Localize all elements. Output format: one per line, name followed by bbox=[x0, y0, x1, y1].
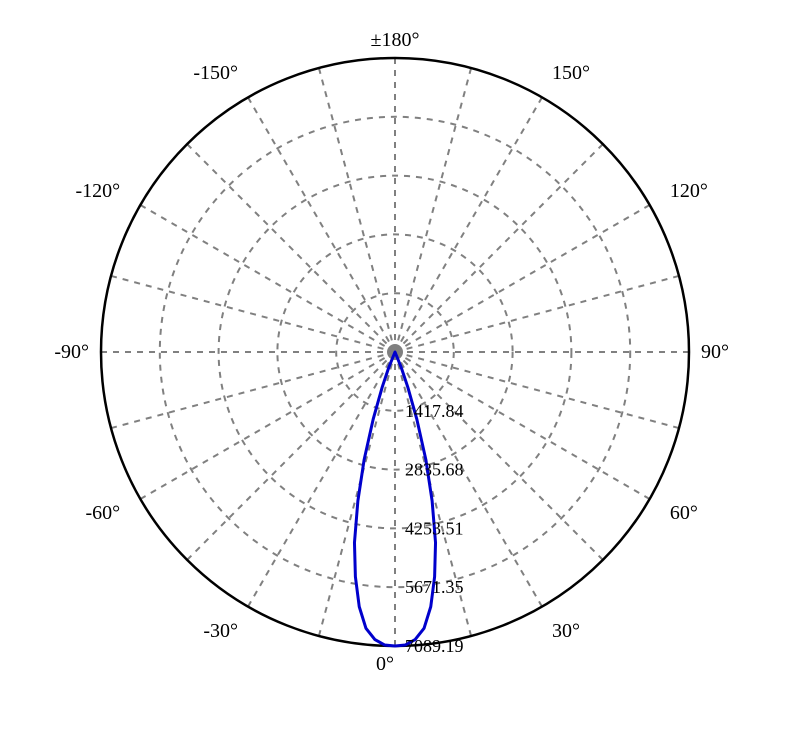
angle-label: 30° bbox=[552, 620, 580, 642]
angle-label: 150° bbox=[552, 62, 590, 84]
angle-label: 120° bbox=[670, 180, 708, 202]
angle-label: -150° bbox=[193, 62, 238, 84]
chart-bg bbox=[0, 0, 808, 736]
angle-label: ±180° bbox=[371, 29, 420, 51]
angle-label: -30° bbox=[203, 620, 238, 642]
angle-label: -120° bbox=[75, 180, 120, 202]
angle-label: -60° bbox=[85, 502, 120, 524]
angle-label: -90° bbox=[54, 341, 89, 363]
angle-label: 90° bbox=[701, 341, 729, 363]
radial-label: 1417.84 bbox=[405, 401, 464, 421]
angle-label: 0° bbox=[376, 653, 394, 675]
radial-label: 2835.68 bbox=[405, 460, 464, 480]
polar-chart: ±180° -150° 150° -120° 120° -90° 90° -60° 60° -30… bbox=[0, 0, 808, 736]
radial-label: 5671.35 bbox=[405, 577, 464, 597]
radial-label: 7089.19 bbox=[405, 636, 464, 656]
angle-label: 60° bbox=[670, 502, 698, 524]
radial-label: 4253.51 bbox=[405, 518, 464, 538]
